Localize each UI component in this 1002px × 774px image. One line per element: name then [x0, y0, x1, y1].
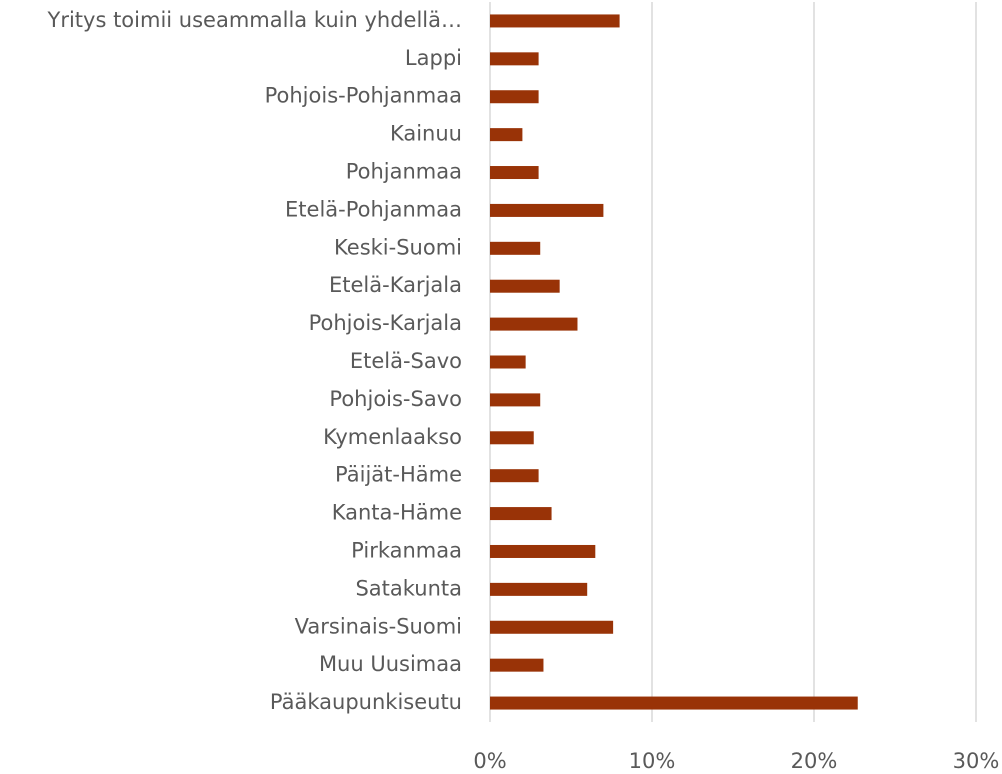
bar — [490, 14, 620, 28]
bar — [490, 469, 539, 483]
bar — [490, 658, 544, 672]
y-tick-label: Satakunta — [355, 576, 462, 600]
y-tick-label: Lappi — [405, 46, 462, 70]
bar — [490, 696, 858, 710]
y-tick-label: Kymenlaakso — [323, 425, 462, 449]
y-tick-label: Päijät-Häme — [335, 463, 462, 487]
bar — [490, 620, 614, 634]
bar — [490, 52, 539, 66]
x-tick-label: 20% — [791, 749, 838, 773]
y-tick-label: Muu Uusimaa — [319, 652, 462, 676]
bar — [490, 279, 560, 293]
y-tick-label: Keski-Suomi — [334, 235, 462, 259]
bar — [490, 507, 552, 521]
y-tick-label: Pohjanmaa — [346, 160, 462, 184]
y-tick-label: Pohjois-Savo — [329, 387, 462, 411]
bar — [490, 166, 539, 180]
bar — [490, 582, 588, 596]
y-tick-label: Varsinais-Suomi — [295, 614, 462, 638]
x-tick-label: 10% — [629, 749, 676, 773]
y-tick-label: Kainuu — [390, 122, 462, 146]
bar — [490, 544, 596, 558]
bar — [490, 317, 578, 331]
bar — [490, 431, 534, 445]
y-tick-label: Etelä-Pohjanmaa — [285, 197, 462, 221]
y-tick-label: Kanta-Häme — [332, 501, 462, 525]
bar — [490, 393, 541, 407]
bar — [490, 90, 539, 104]
bar — [490, 355, 526, 369]
y-tick-label: Pohjois-Pohjanmaa — [265, 84, 462, 108]
y-tick-label: Etelä-Savo — [350, 349, 462, 373]
x-tick-label: 0% — [473, 749, 506, 773]
y-tick-label: Pääkaupunkiseutu — [270, 690, 462, 714]
x-tick-label: 30% — [953, 749, 1000, 773]
bar — [490, 203, 604, 217]
y-tick-label: Pohjois-Karjala — [309, 311, 462, 335]
bar — [490, 241, 541, 255]
y-tick-label: Pirkanmaa — [351, 538, 462, 562]
y-tick-label: Etelä-Karjala — [329, 273, 462, 297]
bar — [490, 128, 523, 142]
y-tick-label: Yritys toimii useammalla kuin yhdellä… — [47, 8, 463, 32]
